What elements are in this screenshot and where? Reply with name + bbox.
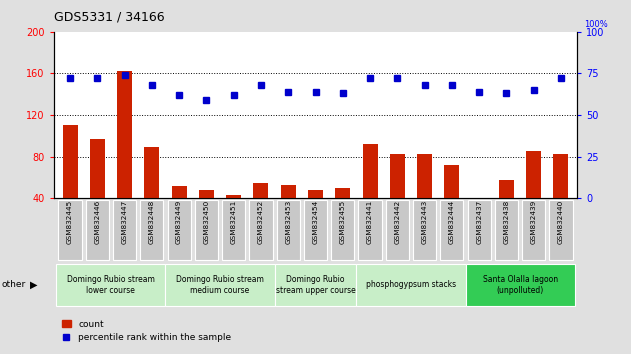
Bar <box>553 154 569 198</box>
Text: GSM832454: GSM832454 <box>312 200 319 244</box>
Bar <box>254 183 268 198</box>
Bar <box>363 144 377 198</box>
Text: GSM832444: GSM832444 <box>449 200 455 244</box>
FancyBboxPatch shape <box>358 200 382 260</box>
Text: ▶: ▶ <box>30 280 38 290</box>
Bar <box>417 154 432 198</box>
Text: GSM832448: GSM832448 <box>149 200 155 244</box>
Text: GSM832442: GSM832442 <box>394 200 400 244</box>
FancyBboxPatch shape <box>276 200 300 260</box>
FancyBboxPatch shape <box>440 200 464 260</box>
Text: Santa Olalla lagoon
(unpolluted): Santa Olalla lagoon (unpolluted) <box>483 275 558 295</box>
Bar <box>499 179 514 198</box>
Text: GSM832440: GSM832440 <box>558 200 564 244</box>
Text: GSM832452: GSM832452 <box>258 200 264 244</box>
Bar <box>335 188 350 198</box>
FancyBboxPatch shape <box>86 200 109 260</box>
FancyBboxPatch shape <box>249 200 273 260</box>
FancyBboxPatch shape <box>357 264 466 306</box>
FancyBboxPatch shape <box>522 200 545 260</box>
Bar <box>62 125 78 198</box>
Text: GSM832446: GSM832446 <box>94 200 100 244</box>
FancyBboxPatch shape <box>304 200 327 260</box>
Bar <box>471 198 487 200</box>
FancyBboxPatch shape <box>167 200 191 260</box>
FancyBboxPatch shape <box>165 264 274 306</box>
Bar <box>390 154 405 198</box>
FancyBboxPatch shape <box>195 200 218 260</box>
FancyBboxPatch shape <box>550 200 572 260</box>
Text: GSM832450: GSM832450 <box>203 200 209 244</box>
Bar <box>144 147 160 198</box>
Legend: count, percentile rank within the sample: count, percentile rank within the sample <box>58 316 235 346</box>
Text: other: other <box>1 280 25 290</box>
Text: GSM832441: GSM832441 <box>367 200 373 244</box>
Bar <box>308 190 323 198</box>
Text: GSM832447: GSM832447 <box>122 200 127 244</box>
Text: GSM832453: GSM832453 <box>285 200 292 244</box>
Text: GSM832451: GSM832451 <box>231 200 237 244</box>
FancyBboxPatch shape <box>495 200 518 260</box>
Text: GSM832438: GSM832438 <box>504 200 509 244</box>
FancyBboxPatch shape <box>386 200 409 260</box>
Bar <box>226 195 241 198</box>
FancyBboxPatch shape <box>468 200 491 260</box>
Text: GSM832437: GSM832437 <box>476 200 482 244</box>
FancyBboxPatch shape <box>413 200 436 260</box>
FancyBboxPatch shape <box>56 264 165 306</box>
Text: Domingo Rubio
stream upper course: Domingo Rubio stream upper course <box>276 275 355 295</box>
FancyBboxPatch shape <box>222 200 245 260</box>
Text: GSM832445: GSM832445 <box>67 200 73 244</box>
Bar <box>444 165 459 198</box>
Bar <box>117 72 132 198</box>
Text: 100%: 100% <box>584 20 608 29</box>
Text: GSM832439: GSM832439 <box>531 200 537 244</box>
Bar <box>526 152 541 198</box>
Text: GSM832449: GSM832449 <box>176 200 182 244</box>
Text: Domingo Rubio stream
medium course: Domingo Rubio stream medium course <box>176 275 264 295</box>
FancyBboxPatch shape <box>140 200 163 260</box>
FancyBboxPatch shape <box>466 264 575 306</box>
Text: Domingo Rubio stream
lower course: Domingo Rubio stream lower course <box>67 275 155 295</box>
Bar <box>90 139 105 198</box>
Text: GDS5331 / 34166: GDS5331 / 34166 <box>54 11 164 24</box>
Bar <box>281 185 296 198</box>
Text: phosphogypsum stacks: phosphogypsum stacks <box>366 280 456 290</box>
Bar <box>199 190 214 198</box>
FancyBboxPatch shape <box>331 200 355 260</box>
Bar <box>172 186 187 198</box>
FancyBboxPatch shape <box>113 200 136 260</box>
Text: GSM832455: GSM832455 <box>339 200 346 244</box>
FancyBboxPatch shape <box>274 264 357 306</box>
FancyBboxPatch shape <box>59 200 81 260</box>
Text: GSM832443: GSM832443 <box>422 200 428 244</box>
